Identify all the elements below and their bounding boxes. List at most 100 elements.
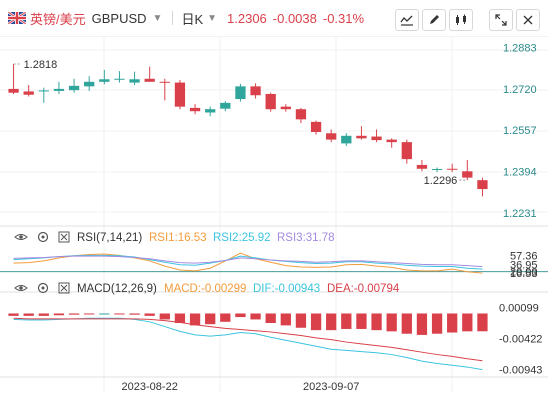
candle-body [356,135,367,139]
candle-body [144,78,155,82]
macd-histogram-bar [53,313,65,316]
rsi-axis-label: 57.36 [510,251,538,263]
candle [38,87,49,103]
candle [174,80,186,110]
chevron-down-icon[interactable]: ▼ [152,12,163,24]
rsi-legend: RSI(7,14,21) RSI1:16.53 RSI2:25.92 RSI3:… [14,231,335,244]
candle [326,129,337,143]
rsi-axis-label: 36.95 [510,259,538,271]
rsi3-value: RSI3:31.78 [277,232,335,244]
candle-body [129,79,140,83]
candle [220,101,231,112]
macd-histogram-bar [310,313,322,331]
expand-icon[interactable] [489,9,513,31]
candle [250,83,261,99]
macd-histogram-bar [235,313,246,318]
candle [295,107,307,124]
rsi-axis-label: 20.00 [510,267,538,279]
candle-body [477,180,488,190]
macd-histogram-bar [84,313,95,315]
candle [310,120,322,135]
macd-histogram-bar [159,313,170,320]
candle [265,92,276,112]
rsi-line-rsi1 [13,252,483,274]
candle [114,71,125,83]
price-axis: 1.2883 1.2720 1.2557 1.2394 1.2231 [503,43,537,220]
candle [280,104,291,112]
candle [53,81,65,94]
eye-icon[interactable] [14,234,28,240]
macd-axis-label: -0.00422 [499,334,542,346]
close-icon[interactable] [58,282,70,294]
macd-histogram-bar [205,313,216,325]
macd-histogram-bar [431,313,443,334]
candle-body [68,85,80,91]
low-label: 1.2296 [424,175,458,187]
candle-body [8,88,19,93]
chevron-down-icon[interactable]: ▼ [207,12,218,24]
candle [371,129,382,143]
candle [189,104,201,115]
candle [447,163,458,173]
macd-value: MACD:-0.00299 [164,283,246,295]
macd-histogram-bar [341,313,352,329]
macd-histogram-bar [447,313,458,333]
macd-histogram-bar [280,313,291,326]
candle [401,139,412,164]
candle [68,78,80,93]
chart-type-icon[interactable] [395,9,419,31]
close-icon[interactable] [516,9,540,31]
pencil-icon[interactable] [422,9,446,31]
price-axis-label: 1.2557 [503,125,537,137]
candle [8,64,19,94]
price-axis-label: 1.2720 [503,84,537,96]
macd-histogram-bar [114,313,125,315]
macd-histogram-bar [129,313,140,315]
header-bar: 英镑/美元 GBPUSD ▼ 日K ▼ 1.2306 -0.0038 -0.31… [0,0,548,36]
macd-histogram-bar [416,313,428,335]
candle-body [310,121,322,132]
macd-axis-label: 0.00099 [499,303,539,315]
macd-histogram-bar [174,313,186,324]
toolbar [395,9,540,31]
rsi2-value: RSI2:25.92 [213,232,271,244]
candle-body [431,169,443,171]
candle-body [99,79,110,82]
header-divider [172,11,174,25]
macd-histogram-bar [144,313,155,316]
candle [144,66,155,82]
rsi-line-rsi2 [13,254,483,270]
candle-body [250,86,261,96]
date-axis: 2023-08-22 2023-09-07 [122,381,360,393]
candle-body [235,86,246,100]
rsi1-value: RSI1:16.53 [149,232,207,244]
kline-chart[interactable]: RSI(7,14,21) RSI1:16.53 RSI2:25.92 RSI3:… [0,36,548,403]
macd-legend: MACD(12,26,9) MACD:-0.00299 DIF:-0.00943… [14,282,400,295]
candle-body [53,88,65,91]
candle [99,69,110,85]
candle-body [189,107,201,112]
timeframe-selector[interactable]: 日K [181,11,204,27]
candle-body [462,171,473,178]
date-axis-label: 2023-08-22 [122,381,178,393]
price-axis-label: 1.2231 [503,208,537,220]
candle-body [326,133,337,140]
macd-title: MACD(12,26,9) [77,283,157,295]
dif-line [13,317,483,371]
candle-body [114,78,125,80]
candle-body [401,142,412,160]
settings-icon[interactable] [449,9,473,31]
gear-icon[interactable] [37,231,49,243]
eye-icon[interactable] [14,285,28,291]
dif-value: DIF:-0.00943 [253,283,320,295]
symbol-cn-name[interactable]: 英镑/美元 [30,11,86,27]
gear-icon[interactable] [37,282,49,294]
candle-body [341,135,352,144]
candle [356,126,367,140]
candle [341,133,352,146]
close-icon[interactable] [58,231,70,243]
candle [431,167,443,173]
candle [23,85,34,97]
symbol-code[interactable]: GBPUSD [91,10,147,26]
macd-histogram-bar [23,313,34,316]
